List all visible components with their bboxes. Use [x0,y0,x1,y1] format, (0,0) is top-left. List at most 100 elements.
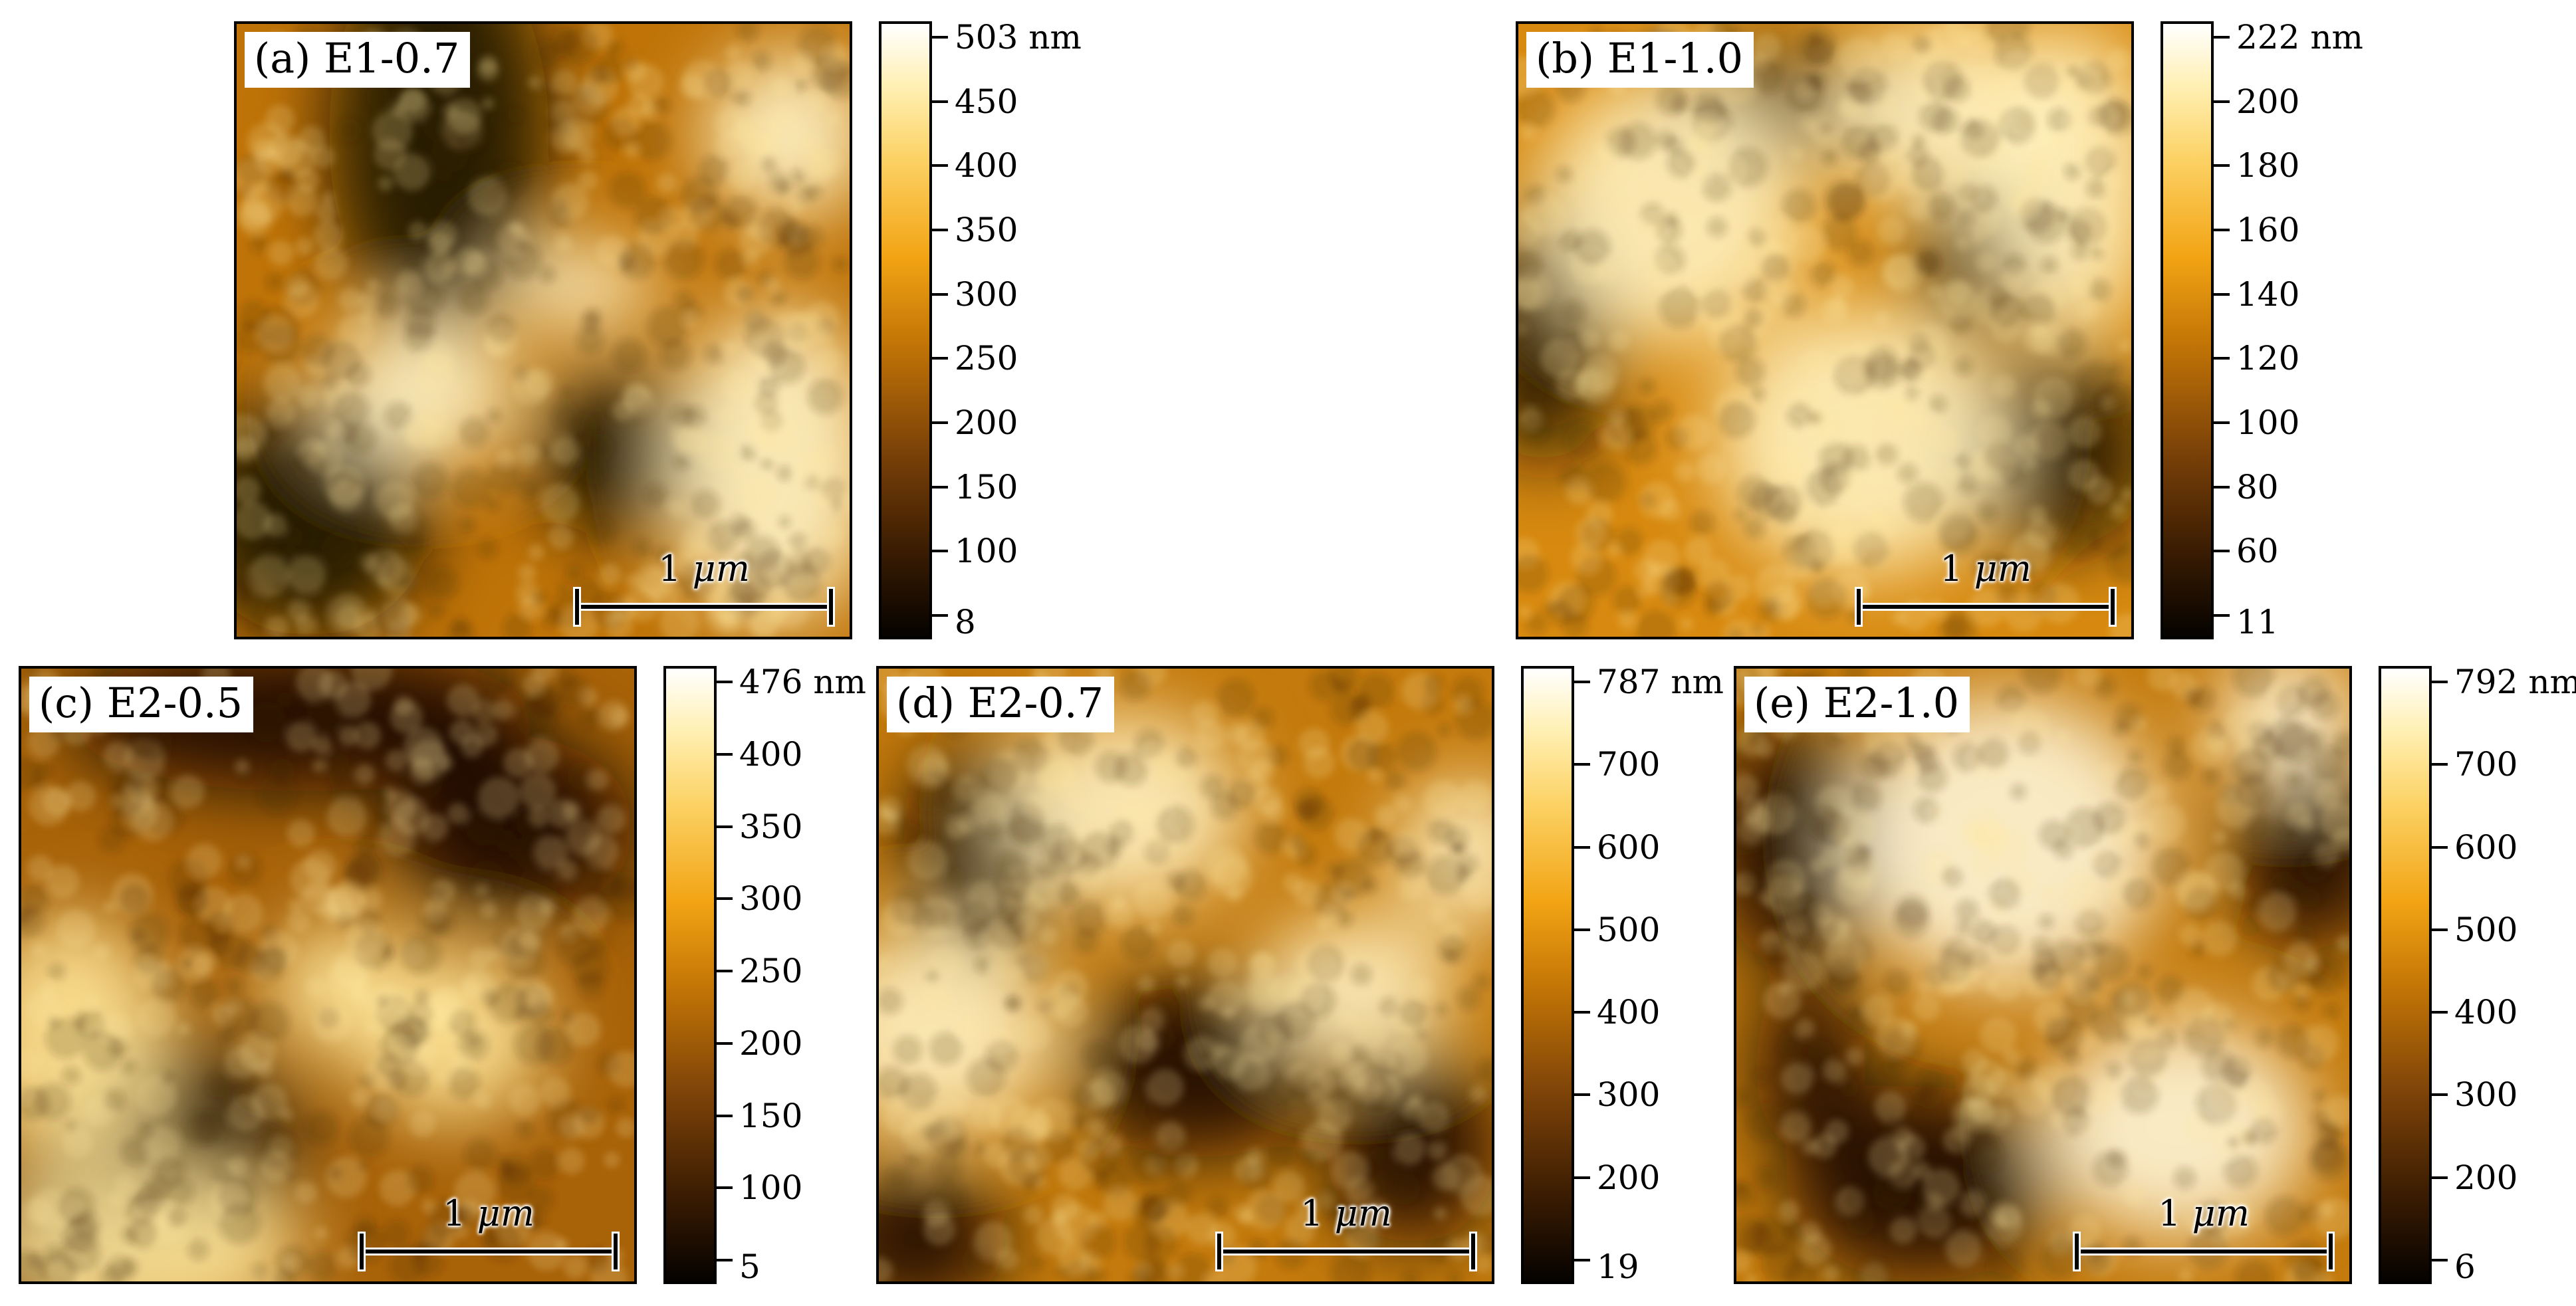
colorbar-label-a-6: 150 [955,467,1018,506]
colorbar-tick-top-c [714,681,733,683]
scale-bar-line-b [1859,605,2113,609]
colorbar-b [2161,21,2214,639]
colorbar-tick-e-1 [2429,845,2448,849]
panel-label-b: (b) E1-1.0 [1526,32,1754,88]
colorbar-tick-d-4 [1572,1093,1590,1097]
colorbar-tick-e-5 [2429,1176,2448,1179]
colorbar-label-a-4: 250 [955,339,1018,378]
colorbar-tick-b-1 [2211,164,2230,167]
colorbar-label-c-3: 250 [739,952,803,990]
colorbar-tick-a-5 [929,421,948,424]
colorbar-label-d-0: 700 [1597,745,1661,784]
scale-bar-value-e: 1 [2158,1192,2181,1234]
colorbar-label-bottom-a: 8 [955,603,976,641]
scale-bar-cap-right-a [829,589,833,625]
colorbar-tick-d-1 [1572,845,1590,849]
colorbar-tick-top-a [929,36,948,39]
colorbar-tick-top-e [2429,681,2448,683]
afm-image-a: (a) E1-0.7 1 μm [234,21,852,639]
colorbar-label-b-1: 180 [2236,146,2300,185]
scale-bar-value-b: 1 [1940,548,1963,590]
scale-bar-cap-left-c [360,1234,364,1269]
colorbar-label-b-5: 100 [2236,403,2300,442]
afm-texture-d [879,669,1492,1281]
panel-label-e: (e) E2-1.0 [1744,677,1970,732]
colorbar-tick-bottom-e [2429,1259,2448,1261]
scale-bar-cap-left-d [1217,1234,1221,1269]
colorbar-label-a-5: 200 [955,403,1018,442]
afm-texture-e [1736,669,2349,1281]
colorbar-label-b-2: 160 [2236,211,2300,249]
colorbar-tick-a-0 [929,100,948,103]
colorbar-label-c-0: 400 [739,734,803,774]
colorbar-tick-d-0 [1572,763,1590,766]
scale-bar-unit-e: μm [2192,1192,2250,1234]
colorbar-tick-d-5 [1572,1176,1590,1179]
colorbar-tick-c-6 [714,1186,733,1190]
colorbar-label-c-5: 150 [739,1096,803,1135]
scale-bar-cap-right-e [2329,1234,2333,1269]
colorbar-label-e-5: 200 [2454,1158,2518,1197]
afm-texture-b [1518,24,2131,637]
colorbar-label-bottom-d: 19 [1597,1248,1639,1286]
colorbar-e [2379,666,2432,1284]
colorbar-label-c-1: 350 [739,807,803,846]
afm-image-e: (e) E2-1.0 1 μm [1734,666,2352,1284]
colorbar-label-bottom-c: 5 [739,1248,761,1286]
colorbar-tick-b-0 [2211,100,2230,103]
scale-bar-cap-left-e [2075,1234,2079,1269]
colorbar-tick-b-7 [2211,550,2230,553]
colorbar-label-c-4: 200 [739,1024,803,1063]
colorbar-tick-b-2 [2211,229,2230,231]
colorbar-tick-c-1 [714,825,733,828]
colorbar-tick-b-5 [2211,421,2230,424]
colorbar-c [663,666,717,1284]
panel-label-a: (a) E1-0.7 [245,32,471,88]
colorbar-label-top-a: 503 nm [955,18,1082,56]
colorbar-tick-d-2 [1572,928,1590,931]
scale-bar-unit-b: μm [1974,548,2032,590]
scale-bar-value-a: 1 [658,548,681,590]
colorbar-label-b-7: 60 [2236,532,2279,571]
colorbar-label-a-1: 400 [955,146,1018,185]
colorbar-label-e-4: 300 [2454,1075,2518,1115]
scale-bar-b: 1 μm [1857,548,2115,629]
scale-bar-c: 1 μm [360,1192,618,1273]
colorbar-tick-top-b [2211,36,2230,39]
scale-bar-unit-a: μm [692,548,750,590]
scale-bar-cap-right-b [2111,589,2115,625]
afm-image-c: (c) E2-0.5 1 μm [19,666,637,1284]
colorbar-label-top-e: 792 nm [2454,663,2576,701]
colorbar-tick-d-3 [1572,1011,1590,1014]
scale-bar-unit-c: μm [477,1192,534,1234]
scale-bar-line-e [2077,1250,2331,1253]
colorbar-tick-bottom-b [2211,614,2230,617]
colorbar-a [879,21,932,639]
colorbar-tick-bottom-d [1572,1259,1590,1261]
colorbar-tick-e-2 [2429,928,2448,931]
colorbar-label-e-3: 400 [2454,993,2518,1032]
colorbar-tick-a-2 [929,229,948,231]
colorbar-tick-b-6 [2211,485,2230,489]
colorbar-tick-a-3 [929,292,948,296]
colorbar-tick-a-6 [929,485,948,489]
colorbar-label-top-b: 222 nm [2236,18,2363,56]
scale-bar-cap-right-c [614,1234,618,1269]
colorbar-label-b-0: 200 [2236,82,2300,121]
colorbar-label-e-0: 700 [2454,745,2518,784]
colorbar-label-d-2: 500 [1597,910,1661,949]
colorbar-label-top-c: 476 nm [739,663,866,701]
colorbar-label-a-2: 350 [955,211,1018,249]
colorbar-tick-c-0 [714,752,733,756]
colorbar-tick-c-4 [714,1041,733,1045]
colorbar-label-d-4: 300 [1597,1075,1661,1115]
colorbar-label-top-d: 787 nm [1597,663,1724,701]
afm-texture-a [237,24,850,637]
colorbar-label-a-3: 300 [955,274,1018,314]
scale-bar-d: 1 μm [1217,1194,1475,1273]
afm-texture-c [21,669,634,1281]
colorbar-label-c-2: 300 [739,879,803,919]
colorbar-label-bottom-e: 6 [2454,1248,2476,1286]
afm-image-d: (d) E2-0.7 1 μm [876,666,1494,1284]
colorbar-label-c-6: 100 [739,1168,803,1208]
